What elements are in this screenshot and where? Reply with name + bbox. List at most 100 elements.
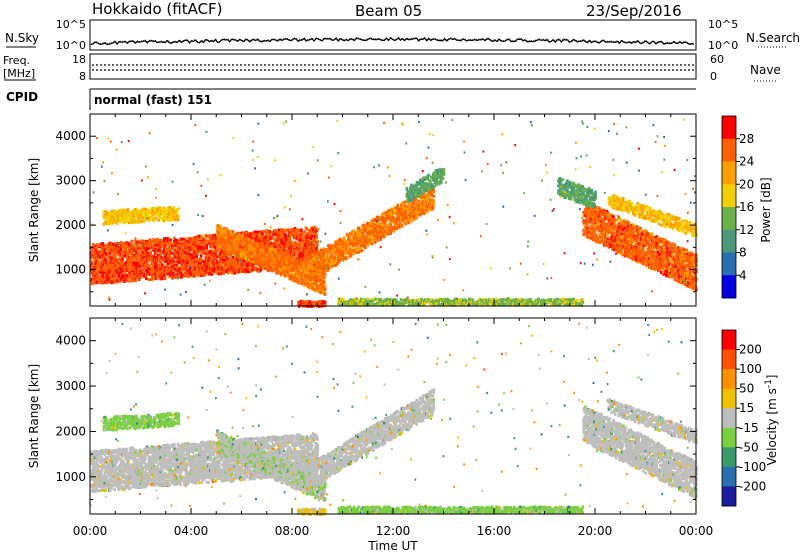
echo-cell [152,246,155,250]
echo-cell [151,268,154,272]
echo-cell [237,256,240,260]
echo-cell [135,261,138,265]
echo-cell [192,270,196,273]
echo-cell [222,267,226,270]
noise-left-label: N.Sky [5,31,39,45]
echo-cell [162,246,165,250]
echo-cell [243,263,246,267]
echo-cell [172,261,175,265]
echo-cell [104,272,107,276]
echo-cell [118,273,121,276]
echo-cell [97,259,100,263]
echo-cell [156,239,160,243]
echo-cell [200,234,203,238]
echo-cell [201,264,205,268]
echo-cell [193,260,197,263]
echo-cell [136,241,140,245]
echo-cell [97,271,100,275]
echo-cell [250,254,254,258]
freq-tick-bottom: 8 [79,70,86,83]
echo-cell [154,255,157,259]
echo-cell [253,265,256,269]
echo-cell [203,266,207,270]
echo-cell [280,228,283,232]
echo-cell [341,254,345,258]
echo-cell [204,239,208,243]
echo-cell [247,270,251,274]
echo-cell [103,280,107,284]
echo-cell [260,266,263,270]
echo-cell [152,248,155,252]
echo-cell [133,273,136,277]
echo-cell [190,267,193,271]
echo-cell [149,251,153,255]
echo-cell [274,232,278,236]
echo-cell [251,231,254,235]
echo-cell [104,262,107,266]
echo-cell [179,270,182,274]
echo-cell [269,245,273,249]
noise-left-tick-bottom: 10^0 [56,39,86,52]
echo-cell [111,279,115,283]
echo-cell [175,248,179,252]
echo-cell [133,265,136,269]
echo-cell [175,254,179,258]
echo-cell [117,250,120,254]
echo-cell [187,247,190,251]
echo-cell [169,238,172,242]
echo-cell [282,234,285,238]
echo-cell [188,255,191,259]
echo-cell [108,251,112,255]
echo-cell [115,270,118,274]
echo-cell [191,253,194,257]
echo-cell [127,263,131,267]
echo-cell [133,276,136,280]
echo-cell [188,252,191,256]
echo-cell [134,268,137,272]
echo-cell [111,253,115,257]
echo-cell [124,269,127,272]
echo-cell [105,274,108,278]
echo-cell [174,270,178,273]
noise-left-tick-top: 10^5 [56,18,86,31]
echo-cell [147,247,151,251]
echo-cell [131,244,135,248]
echo-cell [153,261,156,265]
echo-cell [175,249,179,253]
echo-cell [200,244,203,248]
echo-cell [99,278,102,282]
echo-cell [119,248,123,252]
echo-cell [371,239,374,243]
echo-cell [192,256,196,260]
echo-cell [207,259,210,262]
echo-cell [130,278,134,282]
echo-cell [95,280,98,284]
echo-cell [282,236,285,240]
echo-cell [264,243,268,247]
echo-cell [149,253,153,257]
echo-cell [228,260,232,264]
echo-cell [90,259,93,263]
echo-cell [160,269,163,273]
echo-cell [217,249,220,253]
echo-cell [207,239,210,243]
echo-cell [182,249,185,253]
echo-cell [197,265,200,269]
echo-cell [228,265,231,269]
echo-cell [161,276,164,280]
echo-cell [136,274,139,278]
echo-cell [147,264,151,268]
echo-cell [214,250,217,254]
echo-cell [261,230,264,234]
echo-cell [169,249,172,253]
echo-cell [136,244,139,248]
echo-cell [137,276,141,280]
echo-cell [231,262,235,266]
echo-cell [167,248,171,252]
echo-cell [235,268,238,272]
echo-cell [191,264,195,268]
echo-cell [269,235,273,239]
echo-cell [122,266,126,269]
echo-cell [168,252,172,256]
echo-cell [231,271,235,275]
